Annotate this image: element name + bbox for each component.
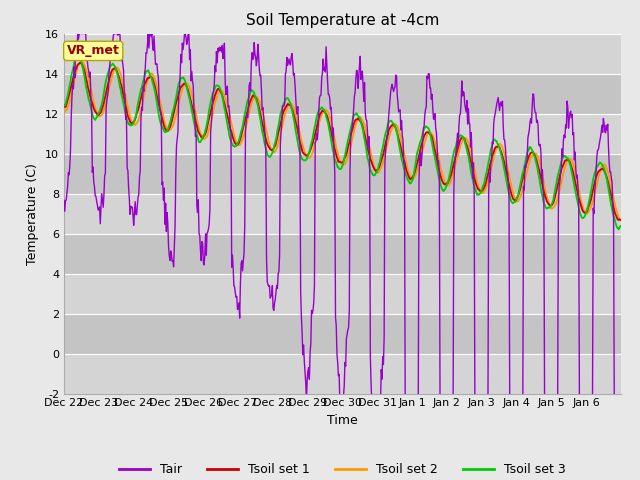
Text: VR_met: VR_met (67, 44, 120, 58)
Bar (64, 73, 621, 114)
Bar (64, 154, 621, 193)
Y-axis label: Temperature (C): Temperature (C) (26, 163, 40, 264)
Bar (64, 313, 621, 354)
Bar (64, 274, 621, 313)
Bar (64, 193, 621, 234)
X-axis label: Time: Time (327, 414, 358, 427)
Bar (64, 234, 621, 274)
Title: Soil Temperature at -4cm: Soil Temperature at -4cm (246, 13, 439, 28)
Bar (64, 34, 621, 73)
Bar (64, 354, 621, 394)
Legend: Tair, Tsoil set 1, Tsoil set 2, Tsoil set 3: Tair, Tsoil set 1, Tsoil set 2, Tsoil se… (114, 458, 571, 480)
Bar (64, 114, 621, 154)
